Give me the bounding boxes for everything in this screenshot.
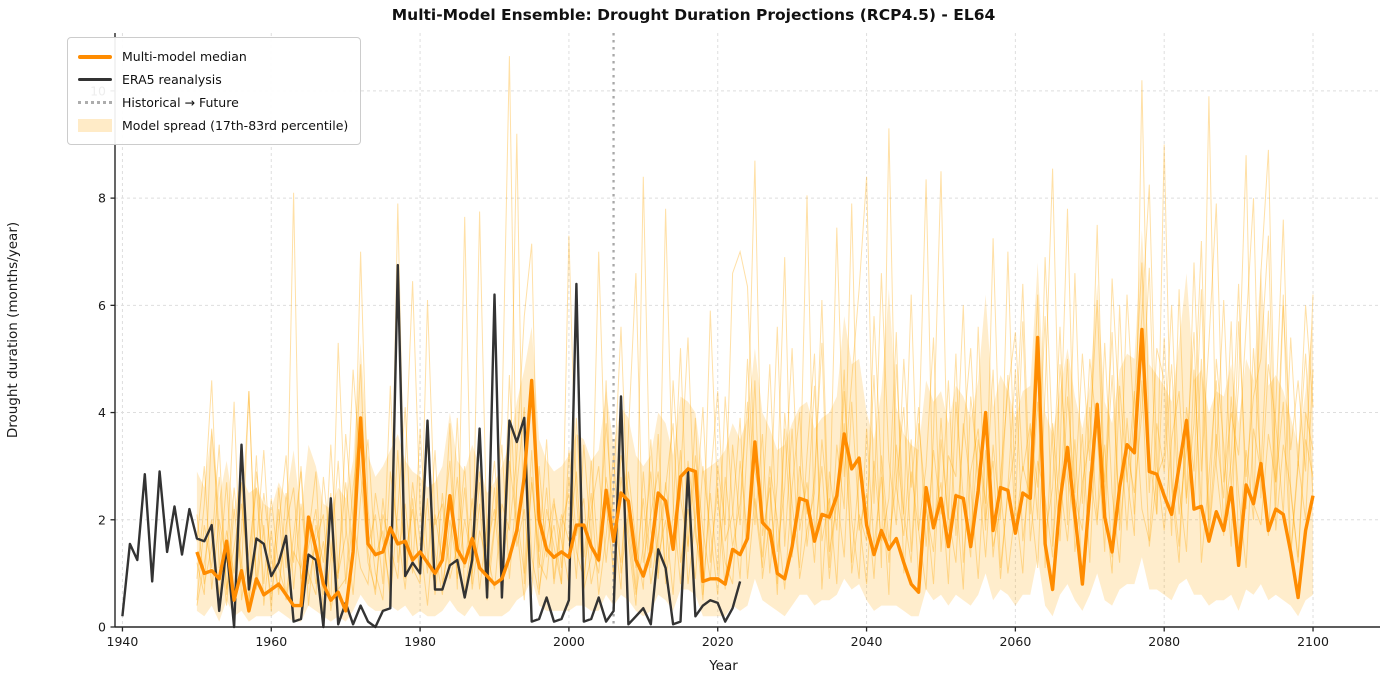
x-tick-label: 2060 xyxy=(999,634,1031,649)
median-line-swatch xyxy=(78,54,112,59)
legend-box: Multi-model median ERA5 reanalysis Histo… xyxy=(67,37,362,145)
legend-item-era5: ERA5 reanalysis xyxy=(78,68,348,91)
x-tick-label: 2100 xyxy=(1297,634,1329,649)
era5-line-swatch xyxy=(78,78,112,81)
legend-label: Historical → Future xyxy=(122,95,239,110)
legend-label: Multi-model median xyxy=(122,49,247,64)
model-spread-band xyxy=(196,230,1313,622)
x-tick-label: 2020 xyxy=(702,634,734,649)
divider-dotted-swatch xyxy=(78,101,112,104)
x-tick-label: 2080 xyxy=(1148,634,1180,649)
y-tick-label: 4 xyxy=(98,405,106,420)
x-axis-label: Year xyxy=(709,658,738,674)
ensemble-member-line xyxy=(196,80,1314,617)
ensemble-member-line xyxy=(196,176,1314,606)
spread-patch-swatch xyxy=(78,119,112,132)
y-tick-label: 2 xyxy=(98,512,106,527)
legend-label: Model spread (17th-83rd percentile) xyxy=(122,118,349,133)
y-tick-label: 8 xyxy=(98,191,106,206)
legend-item-spread: Model spread (17th-83rd percentile) xyxy=(78,114,348,137)
y-tick-label: 0 xyxy=(98,620,106,635)
legend-item-divider: Historical → Future xyxy=(78,91,348,114)
legend-label: ERA5 reanalysis xyxy=(122,72,222,87)
legend-item-median: Multi-model median xyxy=(78,45,348,68)
ensemble-member-line xyxy=(196,235,1314,606)
x-tick-label: 2000 xyxy=(553,634,585,649)
x-tick-label: 1960 xyxy=(255,634,287,649)
era5-line xyxy=(121,263,742,629)
ensemble-member-line xyxy=(196,96,1314,611)
x-tick-label: 1980 xyxy=(404,634,436,649)
y-tick-label: 6 xyxy=(98,298,106,313)
x-tick-label: 2040 xyxy=(851,634,883,649)
ensemble-member-line xyxy=(196,128,1314,595)
chart-title: Multi-Model Ensemble: Drought Duration P… xyxy=(391,6,996,24)
x-tick-label: 1940 xyxy=(107,634,139,649)
median-line xyxy=(195,327,1315,613)
